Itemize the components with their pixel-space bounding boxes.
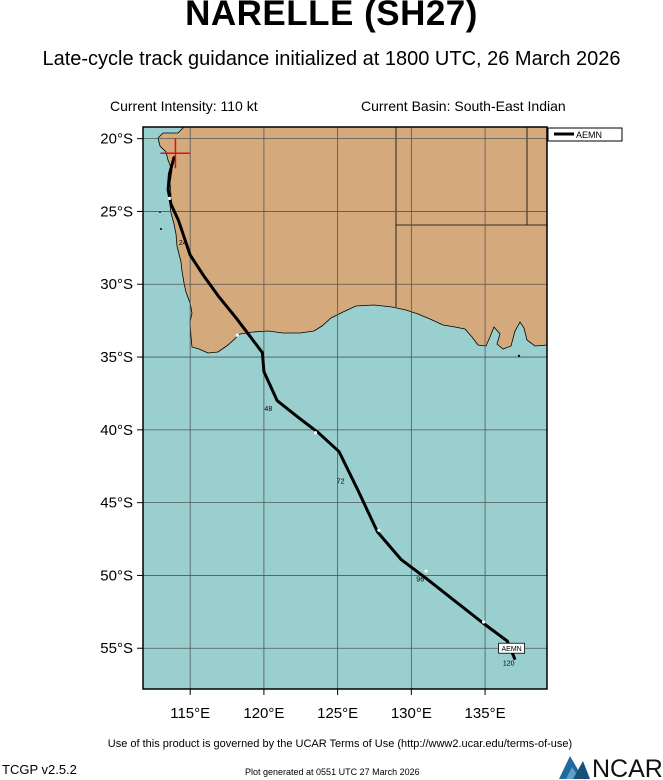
track-time-marker (235, 333, 239, 337)
lat-tick-label: 30°S (100, 276, 133, 293)
legend-box (547, 127, 623, 142)
ncar-logo: NCAR (559, 755, 663, 780)
terms-of-use: Use of this product is governed by the U… (107, 738, 573, 750)
lat-tick-label: 50°S (100, 567, 133, 584)
lon-tick-label: 135°E (465, 705, 506, 722)
current-intensity: Current Intensity: 110 kt (110, 98, 258, 114)
map-frame (142, 126, 548, 690)
longitude-labels: 115°E 120°E 125°E 130°E 135°E (170, 705, 505, 722)
track-time-marker (481, 620, 486, 624)
lat-tick-label: 25°S (100, 203, 133, 220)
latitude-labels: 20°S 25°S 30°S 35°S 40°S 45°S 50°S 55°S (100, 131, 133, 658)
lon-tick-label: 120°E (243, 705, 284, 722)
generated-timestamp: Plot generated at 0551 UTC 27 March 2026 (245, 767, 420, 777)
forecast-hour-label: 120 (503, 661, 515, 668)
track-line-aemn (166, 156, 517, 660)
lat-tick-label: 35°S (100, 349, 133, 366)
lon-tick-label: 130°E (391, 705, 432, 722)
lon-tick-label: 115°E (170, 705, 210, 722)
track-time-marker (424, 569, 428, 573)
lat-tick-label: 40°S (100, 422, 133, 439)
forecast-track: 24 48 72 96 120 AEMN (160, 138, 526, 668)
track-end-label-box (498, 642, 526, 654)
legend: AEMN (547, 127, 623, 142)
island (160, 228, 162, 230)
island (517, 354, 521, 358)
legend-label: AEMN (576, 130, 602, 140)
lon-tick-label: 125°E (317, 705, 358, 722)
version-label: TCGP v2.5.2 (2, 762, 77, 777)
track-time-marker (377, 528, 381, 532)
lat-tick-label: 45°S (100, 495, 133, 512)
forecast-hour-label: 72 (337, 479, 345, 486)
current-basin: Current Basin: South-East Indian (361, 98, 566, 114)
forecast-hour-label: 96 (416, 576, 424, 583)
ncar-logo-mark (559, 756, 590, 779)
track-time-marker (313, 431, 318, 435)
forecast-hour-label: 48 (264, 406, 272, 413)
graticule (137, 127, 547, 695)
ncar-logo-text: NCAR (592, 755, 663, 780)
lat-tick-label: 55°S (100, 640, 133, 657)
track-end-label: AEMN (501, 646, 521, 653)
forecast-hour-label: 24 (179, 240, 187, 247)
storm-title: NARELLE (SH27) (185, 0, 478, 33)
guidance-subtitle: Late-cycle track guidance initialized at… (42, 48, 621, 70)
lat-tick-label: 20°S (100, 131, 133, 148)
track-time-marker (167, 196, 172, 200)
